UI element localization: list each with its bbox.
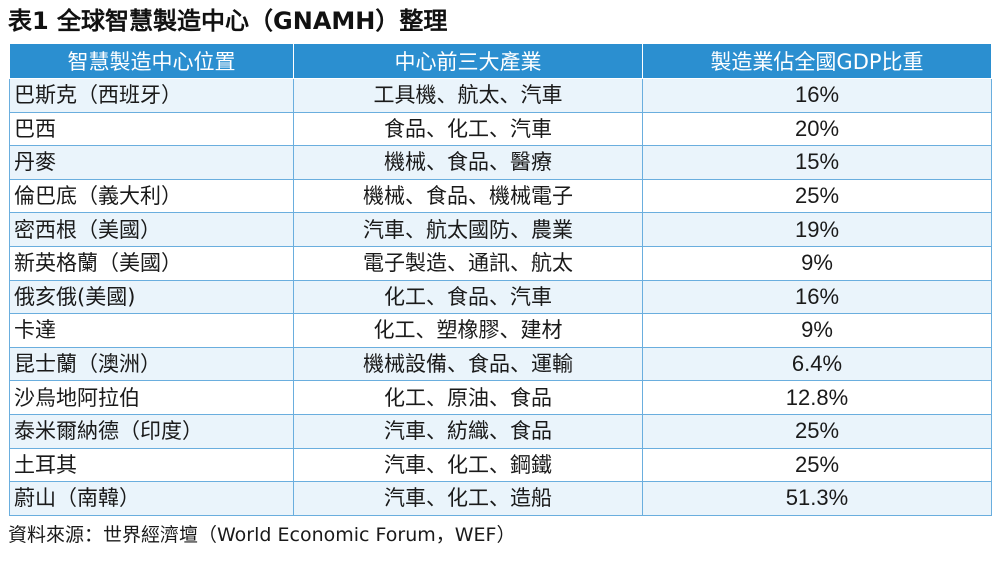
table-row: 土耳其 汽車、化工、鋼鐵 25% [9, 448, 992, 483]
cell-gdp-share: 6.4% [642, 347, 992, 382]
table-row: 巴斯克（西班牙） 工具機、航太、汽車 16% [9, 78, 992, 113]
table-row: 密西根（美國） 汽車、航太國防、農業 19% [9, 212, 992, 247]
table-row: 新英格蘭（美國） 電子製造、通訊、航太 9% [9, 246, 992, 281]
table-row: 昆士蘭（澳洲） 機械設備、食品、運輸 6.4% [9, 347, 992, 382]
table-row: 丹麥 機械、食品、醫療 15% [9, 145, 992, 180]
cell-gdp-share: 9% [642, 246, 992, 281]
header-industries: 中心前三大產業 [293, 43, 643, 79]
header-location: 智慧製造中心位置 [9, 43, 294, 79]
cell-industries: 汽車、紡織、食品 [293, 414, 643, 449]
table-row: 卡達 化工、塑橡膠、建材 9% [9, 313, 992, 348]
cell-gdp-share: 20% [642, 112, 992, 147]
cell-industries: 機械、食品、醫療 [293, 145, 643, 180]
header-gdp-share: 製造業佔全國GDP比重 [642, 43, 992, 79]
table-row: 倫巴底（義大利） 機械、食品、機械電子 25% [9, 179, 992, 214]
cell-location: 丹麥 [9, 145, 294, 180]
table-header: 智慧製造中心位置 中心前三大產業 製造業佔全國GDP比重 [9, 43, 992, 79]
cell-location: 倫巴底（義大利） [9, 179, 294, 214]
cell-gdp-share: 25% [642, 414, 992, 449]
cell-industries: 食品、化工、汽車 [293, 112, 643, 147]
cell-gdp-share: 19% [642, 212, 992, 247]
table-row: 泰米爾納德（印度） 汽車、紡織、食品 25% [9, 414, 992, 449]
cell-location: 土耳其 [9, 448, 294, 483]
cell-gdp-share: 16% [642, 280, 992, 315]
cell-industries: 機械設備、食品、運輸 [293, 347, 643, 382]
cell-industries: 機械、食品、機械電子 [293, 179, 643, 214]
cell-location: 沙烏地阿拉伯 [9, 380, 294, 415]
cell-location: 泰米爾納德（印度） [9, 414, 294, 449]
cell-gdp-share: 25% [642, 179, 992, 214]
cell-industries: 汽車、化工、造船 [293, 481, 643, 516]
table-title: 表1 全球智慧製造中心（GNAMH）整理 [8, 7, 448, 35]
cell-gdp-share: 15% [642, 145, 992, 180]
table-row: 俄亥俄(美國) 化工、食品、汽車 16% [9, 280, 992, 315]
gnamh-table: 智慧製造中心位置 中心前三大產業 製造業佔全國GDP比重 巴斯克（西班牙） 工具機… [9, 43, 992, 516]
cell-industries: 化工、塑橡膠、建材 [293, 313, 643, 348]
cell-location: 卡達 [9, 313, 294, 348]
table-container: 智慧製造中心位置 中心前三大產業 製造業佔全國GDP比重 巴斯克（西班牙） 工具機… [9, 43, 992, 516]
cell-gdp-share: 12.8% [642, 380, 992, 415]
cell-industries: 汽車、化工、鋼鐵 [293, 448, 643, 483]
cell-location: 巴斯克（西班牙） [9, 78, 294, 113]
cell-industries: 化工、食品、汽車 [293, 280, 643, 315]
cell-location: 密西根（美國） [9, 212, 294, 247]
table-row: 巴西 食品、化工、汽車 20% [9, 112, 992, 147]
cell-location: 俄亥俄(美國) [9, 280, 294, 315]
cell-location: 蔚山（南韓） [9, 481, 294, 516]
cell-industries: 化工、原油、食品 [293, 380, 643, 415]
cell-location: 昆士蘭（澳洲） [9, 347, 294, 382]
cell-gdp-share: 51.3% [642, 481, 992, 516]
cell-industries: 汽車、航太國防、農業 [293, 212, 643, 247]
table-row: 沙烏地阿拉伯 化工、原油、食品 12.8% [9, 380, 992, 415]
table-row: 蔚山（南韓） 汽車、化工、造船 51.3% [9, 481, 992, 516]
cell-location: 巴西 [9, 112, 294, 147]
header-row: 智慧製造中心位置 中心前三大產業 製造業佔全國GDP比重 [9, 43, 992, 79]
cell-industries: 電子製造、通訊、航太 [293, 246, 643, 281]
cell-gdp-share: 9% [642, 313, 992, 348]
cell-gdp-share: 16% [642, 78, 992, 113]
source-note: 資料來源：世界經濟壇（World Economic Forum，WEF） [8, 524, 516, 546]
cell-location: 新英格蘭（美國） [9, 246, 294, 281]
table-body: 巴斯克（西班牙） 工具機、航太、汽車 16% 巴西 食品、化工、汽車 20% 丹麥 機械、食品… [9, 78, 992, 516]
cell-gdp-share: 25% [642, 448, 992, 483]
cell-industries: 工具機、航太、汽車 [293, 78, 643, 113]
